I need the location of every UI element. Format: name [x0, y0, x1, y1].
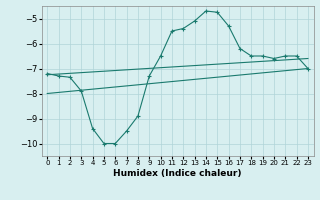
X-axis label: Humidex (Indice chaleur): Humidex (Indice chaleur)	[113, 169, 242, 178]
